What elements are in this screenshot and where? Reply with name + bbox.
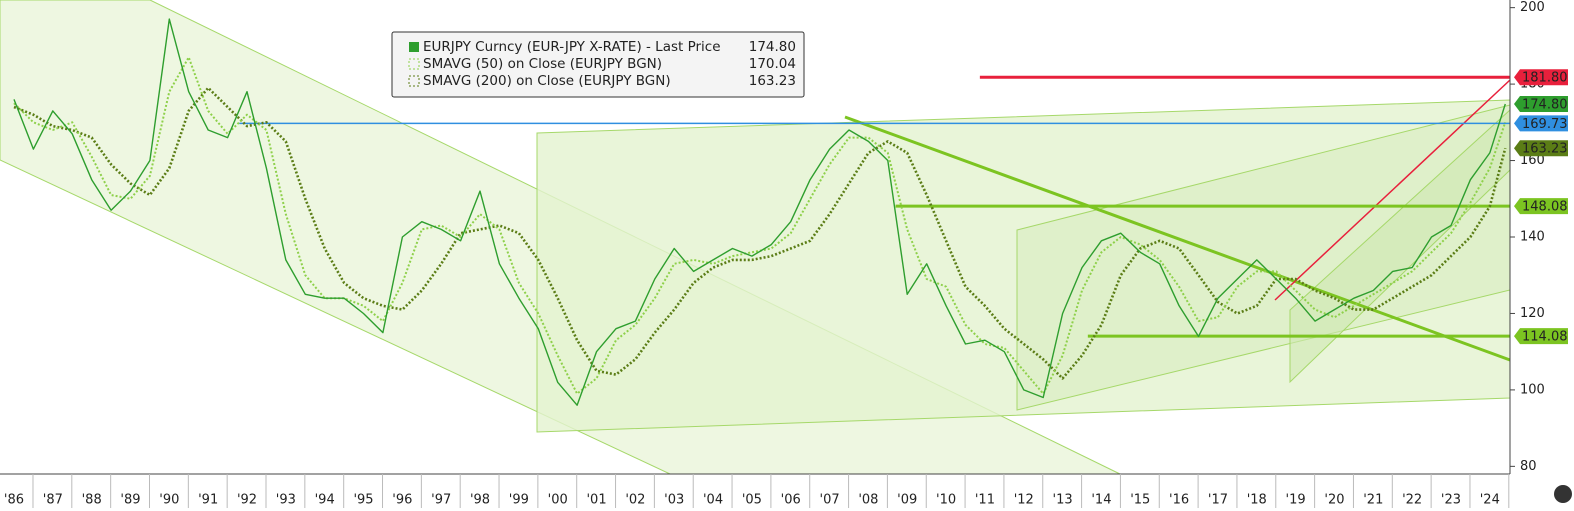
legend-swatch — [408, 75, 420, 87]
x-tick-label: '22 — [1402, 493, 1422, 508]
x-tick-label: '93 — [276, 493, 296, 508]
legend-box — [391, 31, 805, 98]
series-line — [13, 86, 1507, 380]
legend-value: 174.80 — [749, 39, 796, 55]
x-tick-label: '00 — [548, 493, 568, 508]
x-tick-label: '05 — [742, 493, 762, 508]
x-tick-label: '24 — [1480, 493, 1500, 508]
x-tick-label: '15 — [1130, 493, 1150, 508]
x-tick-label: '12 — [1014, 493, 1034, 508]
x-tick-label: '06 — [781, 493, 801, 508]
price-tag: 163.23 — [1514, 140, 1568, 157]
x-tick-label: '21 — [1363, 493, 1383, 508]
x-tick-label: '99 — [509, 493, 529, 508]
x-tick-label: '91 — [198, 493, 218, 508]
price-tag-label: 169.73 — [1522, 117, 1568, 132]
price-tag-label: 163.23 — [1522, 142, 1568, 157]
price-tag-label: 148.08 — [1522, 200, 1568, 215]
legend-value: 163.23 — [749, 73, 796, 89]
x-tick-label: '96 — [392, 493, 412, 508]
x-tick-label: '14 — [1091, 493, 1111, 508]
y-tick-label: 160 — [1520, 153, 1545, 168]
channels — [0, 0, 1511, 475]
x-tick-label: '07 — [820, 493, 840, 508]
tags: 181.80 169.73 148.08 114.08 174.80 163.23 — [1514, 69, 1568, 345]
x-tick-label: '95 — [353, 493, 373, 508]
x-tick-label: '88 — [82, 493, 102, 508]
price-tag: 114.08 — [1514, 328, 1568, 345]
x-tick-label: '90 — [159, 493, 179, 508]
x-tick-label: '18 — [1247, 493, 1267, 508]
axes: 80100120140160180200'86'87'88'89'90'91'9… — [4, 0, 1545, 508]
price-tag-label: 174.80 — [1522, 97, 1568, 112]
y-tick-label: 120 — [1520, 306, 1545, 321]
price-tag-label: 181.80 — [1522, 71, 1568, 86]
price-tag: 174.80 — [1514, 95, 1568, 112]
price-tag-shape — [1514, 140, 1568, 157]
x-tick-label: '97 — [431, 493, 451, 508]
plot — [13, 18, 1507, 406]
trend-line — [1274, 79, 1511, 301]
x-tick-label: '03 — [664, 493, 684, 508]
y-tick-label: 200 — [1520, 0, 1545, 15]
legend: EURJPY Curncy (EUR-JPY X-RATE) - Last Pr… — [391, 31, 805, 98]
legend-swatch — [409, 42, 419, 52]
price-tag-shape — [1514, 198, 1568, 215]
y-tick-label: 80 — [1520, 459, 1537, 474]
menu-icon[interactable] — [1554, 485, 1572, 503]
price-tag: 148.08 — [1514, 198, 1568, 215]
x-tick-label: '87 — [43, 493, 63, 508]
y-tick-label: 100 — [1520, 382, 1545, 397]
x-tick-label: '92 — [237, 493, 257, 508]
x-tick-label: '19 — [1286, 493, 1306, 508]
x-tick-label: '98 — [470, 493, 490, 508]
legend-label: SMAVG (50) on Close (EURJPY BGN) — [423, 56, 662, 72]
levels — [239, 75, 1510, 338]
x-tick-label: '20 — [1324, 493, 1344, 508]
x-tick-label: '09 — [897, 493, 917, 508]
legend-swatch — [408, 58, 420, 70]
x-tick-label: '16 — [1169, 493, 1189, 508]
x-tick-label: '17 — [1208, 493, 1228, 508]
legend-label: SMAVG (200) on Close (EURJPY BGN) — [423, 73, 671, 89]
price-tag: 169.73 — [1514, 115, 1568, 132]
x-tick-label: '08 — [858, 493, 878, 508]
x-tick-label: '01 — [586, 493, 606, 508]
x-tick-label: '23 — [1441, 493, 1461, 508]
price-tag: 181.80 — [1514, 69, 1568, 86]
price-tag-label: 114.08 — [1522, 330, 1568, 345]
price-tag-shape — [1514, 115, 1568, 132]
price-tag-shape — [1514, 69, 1568, 86]
series-line — [13, 18, 1506, 406]
x-tick-label: '13 — [1053, 493, 1073, 508]
x-tick-label: '89 — [120, 493, 140, 508]
x-tick-label: '86 — [4, 493, 24, 508]
trend-line — [844, 115, 1511, 362]
x-tick-label: '10 — [936, 493, 956, 508]
price-tag-shape — [1514, 328, 1568, 345]
x-tick-label: '94 — [315, 493, 335, 508]
y-tick-label: 140 — [1520, 230, 1545, 245]
x-tick-label: '02 — [625, 493, 645, 508]
price-tag-shape — [1514, 95, 1568, 112]
legend-label: EURJPY Curncy (EUR-JPY X-RATE) - Last Pr… — [423, 39, 721, 55]
x-tick-label: '04 — [703, 493, 723, 508]
x-tick-label: '11 — [975, 493, 995, 508]
legend-value: 170.04 — [749, 56, 796, 72]
